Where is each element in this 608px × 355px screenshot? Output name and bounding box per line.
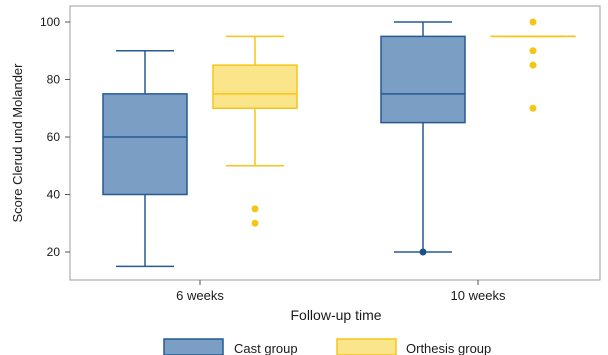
x-axis: Follow-up time 6 weeks 10 weeks bbox=[176, 280, 506, 323]
legend-label-cast: Cast group bbox=[234, 341, 298, 355]
legend-label-orthesis: Orthesis group bbox=[406, 341, 491, 355]
y-axis-label: Score Clerud und Molander bbox=[10, 63, 25, 223]
y-tick-label-100: 100 bbox=[40, 15, 60, 29]
box-cast-6-weeks bbox=[102, 50, 188, 268]
iqr-box-orthesis-6-weeks bbox=[212, 64, 298, 109]
outlier-cast-10-weeks-20 bbox=[419, 248, 427, 256]
box-orthesis-10-weeks bbox=[490, 18, 576, 112]
outlier-orthesis-10-weeks-100 bbox=[529, 18, 537, 26]
x-axis-label: Follow-up time bbox=[290, 307, 381, 323]
box-cast-10-weeks bbox=[380, 21, 466, 256]
box-orthesis-6-weeks bbox=[212, 35, 298, 227]
y-tick-label-40: 40 bbox=[47, 188, 61, 202]
legend-swatch-cast bbox=[163, 338, 224, 355]
outlier-orthesis-10-weeks-90 bbox=[529, 47, 537, 55]
y-tick-label-20: 20 bbox=[47, 245, 61, 259]
y-tick-label-60: 60 bbox=[47, 130, 61, 144]
outlier-orthesis-6-weeks-35 bbox=[251, 205, 259, 213]
iqr-box-cast-10-weeks bbox=[380, 35, 466, 124]
iqr-box-cast-6-weeks bbox=[102, 93, 188, 196]
legend-item-orthesis: Orthesis group bbox=[336, 338, 491, 355]
legend-item-cast: Cast group bbox=[163, 338, 298, 355]
y-axis: Score Clerud und Molander 20 40 60 80 100 bbox=[10, 15, 70, 259]
legend-swatch-orthesis bbox=[336, 338, 397, 355]
outlier-orthesis-6-weeks-30 bbox=[251, 219, 259, 227]
outlier-orthesis-10-weeks-70 bbox=[529, 104, 537, 112]
x-tick-label-6-weeks: 6 weeks bbox=[176, 288, 224, 303]
y-tick-label-80: 80 bbox=[47, 73, 61, 87]
x-tick-label-10-weeks: 10 weeks bbox=[451, 288, 506, 303]
plot-area bbox=[69, 5, 601, 281]
plot-frame bbox=[69, 5, 601, 281]
outlier-orthesis-10-weeks-85 bbox=[529, 61, 537, 69]
legend: Cast group Orthesis group bbox=[163, 338, 491, 355]
box-series bbox=[102, 18, 576, 268]
